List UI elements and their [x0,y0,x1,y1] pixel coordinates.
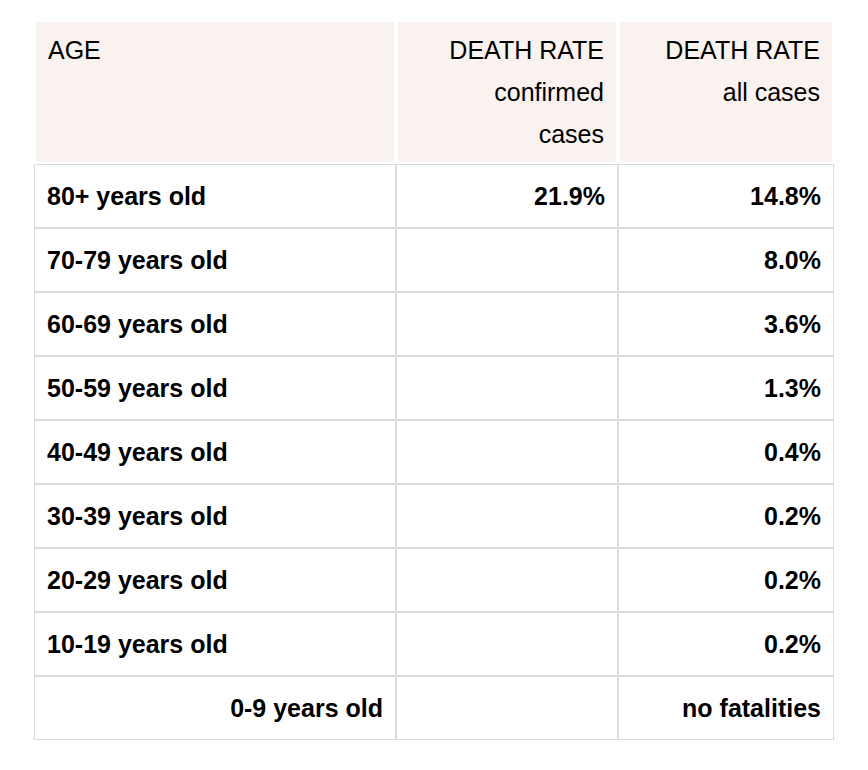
death-rate-by-age-table: AGE DEATH RATE confirmed cases DEATH RAT… [34,20,834,740]
header-line: cases [410,113,604,155]
header-line: confirmed [410,71,604,113]
age-cell: 70-79 years old [34,228,396,292]
table-row: 70-79 years old 8.0% [34,228,834,292]
confirmed-rate-cell [396,484,618,548]
all-cases-rate-cell: no fatalities [618,676,834,740]
age-cell: 50-59 years old [34,356,396,420]
all-cases-rate-cell: 0.4% [618,420,834,484]
column-header-age: AGE [34,20,396,164]
all-cases-rate-cell: 0.2% [618,484,834,548]
confirmed-rate-cell [396,676,618,740]
confirmed-rate-cell [396,612,618,676]
table-row: 10-19 years old 0.2% [34,612,834,676]
column-header-death-rate-all: DEATH RATE all cases [618,20,834,164]
age-cell: 10-19 years old [34,612,396,676]
confirmed-rate-cell: 21.9% [396,164,618,228]
all-cases-rate-cell: 1.3% [618,356,834,420]
table-row: 20-29 years old 0.2% [34,548,834,612]
table-header: AGE DEATH RATE confirmed cases DEATH RAT… [34,20,834,164]
age-cell: 60-69 years old [34,292,396,356]
table-row: 60-69 years old 3.6% [34,292,834,356]
confirmed-rate-cell [396,548,618,612]
all-cases-rate-cell: 0.2% [618,612,834,676]
column-header-death-rate-confirmed: DEATH RATE confirmed cases [396,20,618,164]
header-line: DEATH RATE [410,29,604,71]
age-cell: 40-49 years old [34,420,396,484]
table-row: 30-39 years old 0.2% [34,484,834,548]
age-cell: 0-9 years old [34,676,396,740]
all-cases-rate-cell: 0.2% [618,548,834,612]
table-row: 80+ years old 21.9% 14.8% [34,164,834,228]
confirmed-rate-cell [396,228,618,292]
table-row: 50-59 years old 1.3% [34,356,834,420]
table-row: 40-49 years old 0.4% [34,420,834,484]
confirmed-rate-cell [396,356,618,420]
table-body: 80+ years old 21.9% 14.8% 70-79 years ol… [34,164,834,740]
all-cases-rate-cell: 8.0% [618,228,834,292]
age-cell: 80+ years old [34,164,396,228]
header-row: AGE DEATH RATE confirmed cases DEATH RAT… [34,20,834,164]
table-row: 0-9 years old no fatalities [34,676,834,740]
header-line: all cases [632,71,820,113]
age-cell: 20-29 years old [34,548,396,612]
all-cases-rate-cell: 14.8% [618,164,834,228]
age-cell: 30-39 years old [34,484,396,548]
header-line: DEATH RATE [632,29,820,71]
all-cases-rate-cell: 3.6% [618,292,834,356]
confirmed-rate-cell [396,420,618,484]
confirmed-rate-cell [396,292,618,356]
